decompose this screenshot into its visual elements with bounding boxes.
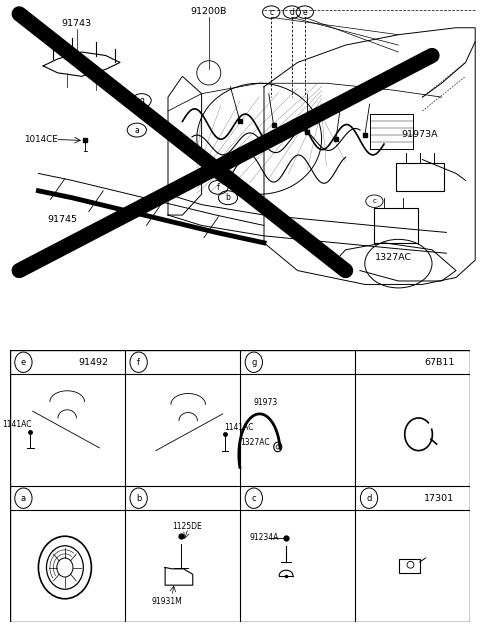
Text: 1141AC: 1141AC: [2, 420, 31, 429]
Text: 1327AC: 1327AC: [375, 253, 412, 262]
Text: g: g: [251, 357, 256, 367]
Text: 1327AC: 1327AC: [240, 438, 270, 447]
Text: f: f: [137, 357, 140, 367]
Text: 91200B: 91200B: [191, 7, 227, 16]
Text: f: f: [217, 182, 220, 192]
Text: 67B11: 67B11: [424, 357, 455, 367]
Text: 1125DE: 1125DE: [172, 522, 202, 531]
Text: 91931M: 91931M: [151, 597, 182, 606]
Text: 91743: 91743: [62, 19, 92, 28]
Text: 91234A: 91234A: [249, 533, 278, 542]
Text: a: a: [21, 494, 26, 502]
Text: 1014CE: 1014CE: [24, 135, 58, 144]
Text: c: c: [372, 198, 376, 204]
Text: d: d: [289, 8, 294, 17]
Text: 17301: 17301: [424, 494, 455, 502]
Text: c: c: [252, 494, 256, 502]
Text: a: a: [134, 126, 139, 134]
Text: e: e: [302, 8, 307, 17]
Text: g: g: [139, 96, 144, 105]
Text: d: d: [366, 494, 372, 502]
Text: 1141AC: 1141AC: [224, 423, 253, 432]
Text: 91492: 91492: [79, 357, 108, 367]
Text: b: b: [136, 494, 141, 502]
Text: b: b: [226, 193, 230, 202]
Text: 91973A: 91973A: [402, 130, 438, 139]
Text: 91973: 91973: [253, 398, 277, 407]
Text: c: c: [269, 8, 273, 17]
Text: 91745: 91745: [48, 215, 77, 224]
Text: e: e: [21, 357, 26, 367]
